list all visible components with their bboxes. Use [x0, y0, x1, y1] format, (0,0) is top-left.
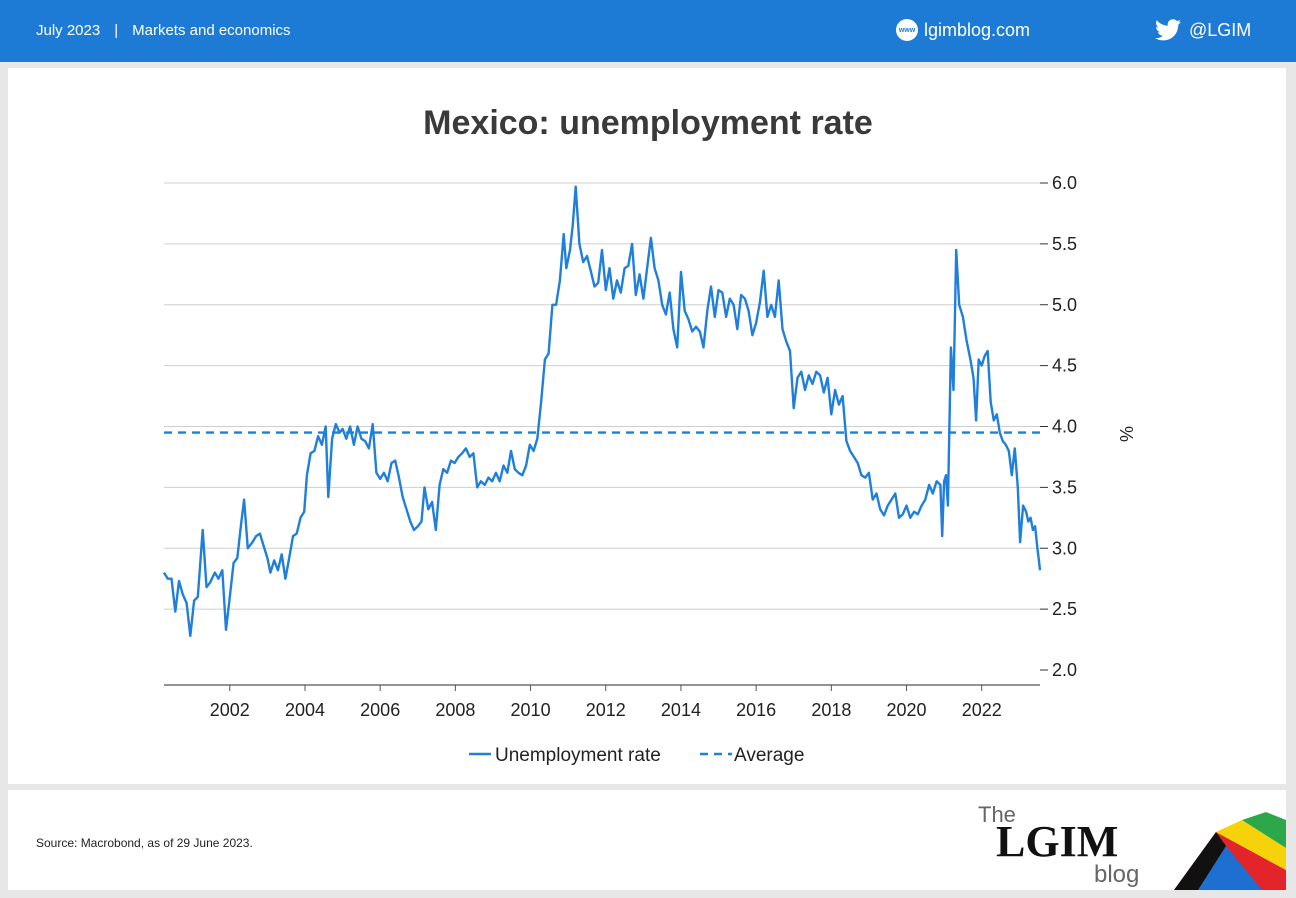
- logo-the: The: [978, 802, 1016, 827]
- twitter-handle: @LGIM: [1189, 19, 1252, 40]
- twitter-link[interactable]: @LGIM: [1155, 19, 1251, 41]
- logo-lgim: LGIM: [996, 817, 1118, 866]
- header-section-link[interactable]: Markets and economics: [132, 22, 291, 39]
- site-label: lgimblog.com: [924, 19, 1031, 40]
- footer: Source: Macrobond, as of 29 June 2023. T…: [8, 790, 1286, 890]
- header-bar: July 2023 | Markets and economics www lgim…: [0, 0, 1296, 62]
- lgim-blog-logo: The LGIM blog: [978, 802, 1286, 890]
- globe-icon: www: [896, 19, 918, 41]
- header-date: July 2023: [36, 22, 101, 39]
- chart-panel: [8, 68, 1286, 784]
- twitter-bird-icon: [1155, 19, 1181, 41]
- source-note: Source: Macrobond, as of 29 June 2023.: [36, 836, 253, 850]
- header-separator: |: [114, 22, 119, 39]
- umbrella-icon: [1174, 812, 1286, 890]
- site-link[interactable]: www lgimblog.com: [896, 19, 1030, 41]
- chart-title: Mexico: unemployment rate: [423, 104, 873, 142]
- logo-blog: blog: [1094, 861, 1139, 888]
- header-left: July 2023 | Markets and economics: [36, 22, 291, 39]
